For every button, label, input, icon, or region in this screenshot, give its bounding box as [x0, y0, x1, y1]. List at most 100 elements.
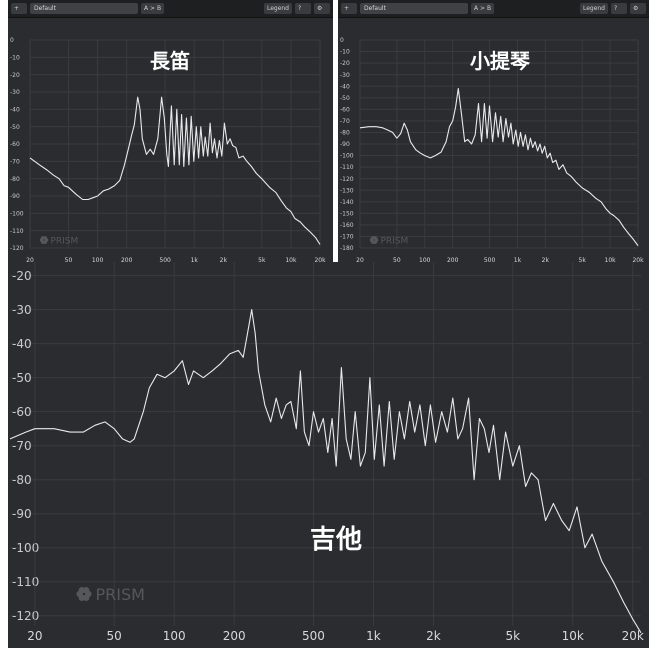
- x-tick-label: 5k: [258, 257, 266, 264]
- prism-watermark: PRISM: [50, 236, 78, 246]
- y-tick-label: -60: [12, 405, 32, 419]
- x-tick-label: 1k: [191, 257, 199, 264]
- y-tick-label: -50: [12, 371, 32, 385]
- prism-logo-icon: [369, 236, 379, 244]
- y-tick-label: -40: [10, 106, 20, 113]
- flute-legend-button[interactable]: Legend: [263, 3, 292, 14]
- add-icon[interactable]: +: [11, 3, 27, 14]
- x-tick-label: 500: [302, 629, 325, 643]
- y-tick-label: -30: [340, 72, 350, 79]
- y-tick-label: 0: [10, 37, 14, 44]
- violin-legend-button[interactable]: Legend: [579, 3, 608, 14]
- y-tick-label: -70: [340, 118, 350, 125]
- y-tick-label: -70: [12, 439, 32, 453]
- x-tick-label: 200: [121, 257, 133, 264]
- x-tick-label: 2k: [220, 257, 228, 264]
- y-tick-label: -80: [10, 176, 20, 183]
- x-tick-label: 10k: [285, 257, 297, 264]
- y-tick-label: -170: [340, 234, 354, 241]
- x-tick-label: 500: [159, 257, 171, 264]
- y-tick-label: -160: [340, 222, 354, 229]
- y-tick-label: -20: [10, 72, 20, 79]
- x-tick-label: 200: [223, 629, 246, 643]
- y-tick-label: -120: [340, 176, 354, 183]
- y-tick-label: -80: [340, 130, 350, 137]
- x-tick-label: 20: [26, 257, 34, 264]
- flute-preset-dropdown[interactable]: Default: [30, 3, 138, 14]
- y-tick-label: -130: [340, 187, 354, 194]
- x-tick-label: 20: [27, 629, 42, 643]
- x-tick-label: 50: [393, 257, 401, 264]
- x-tick-label: 500: [484, 257, 496, 264]
- spectrum-curve: [359, 87, 639, 247]
- y-tick-label: -120: [10, 245, 24, 252]
- prism-logo-icon: [76, 587, 92, 601]
- y-tick-label: -50: [340, 95, 350, 102]
- x-tick-label: 20: [356, 257, 364, 264]
- y-tick-label: -100: [12, 541, 39, 555]
- flute-chart: 0 -10 -20 -30 -40 -50 -60 -70 -80 -90 -100 -110 -120…: [10, 37, 326, 264]
- chart-title: 長笛: [150, 49, 190, 73]
- chart-title: 小提琴: [470, 49, 531, 73]
- x-tick-label: 10k: [605, 257, 617, 264]
- y-tick-label: -100: [10, 210, 24, 217]
- y-tick-label: -90: [340, 141, 350, 148]
- help-icon[interactable]: ?: [611, 3, 627, 14]
- y-tick-label: -20: [12, 269, 32, 283]
- add-icon[interactable]: +: [341, 3, 357, 14]
- x-tick-label: 5k: [579, 257, 587, 264]
- x-tick-label: 200: [447, 257, 459, 264]
- x-tick-label: 20k: [632, 257, 644, 264]
- y-tick-label: -150: [340, 210, 354, 217]
- settings-icon[interactable]: ⚙: [630, 3, 646, 14]
- x-tick-label: 20k: [622, 629, 644, 643]
- prism-watermark: PRISM: [380, 236, 408, 246]
- violin-chart: 0 -10 -20 -30 -40 -50 -60 -70 -80 -90 -100 -110 -120…: [340, 37, 644, 264]
- flute-ab-button[interactable]: A > B: [141, 3, 165, 14]
- x-tick-label: 100: [419, 257, 431, 264]
- y-tick-label: -90: [12, 507, 32, 521]
- spectrum-curve: [29, 96, 321, 245]
- help-icon[interactable]: ?: [295, 3, 311, 14]
- prism-logo-icon: [39, 236, 49, 244]
- x-tick-label: 1k: [514, 257, 522, 264]
- y-tick-label: -20: [340, 60, 350, 67]
- y-tick-label: -110: [12, 575, 39, 589]
- y-tick-label: 0: [340, 37, 344, 44]
- x-tick-label: 50: [65, 257, 73, 264]
- x-tick-label: 50: [107, 629, 122, 643]
- settings-icon[interactable]: ⚙: [314, 3, 330, 14]
- violin-ab-button[interactable]: A > B: [471, 3, 495, 14]
- y-tick-label: -10: [10, 54, 20, 61]
- chart-title: 吉他: [310, 525, 362, 555]
- y-tick-label: -60: [340, 106, 350, 113]
- x-tick-label: 100: [163, 629, 186, 643]
- y-tick-label: -40: [340, 83, 350, 90]
- y-tick-label: -50: [10, 124, 20, 131]
- y-tick-label: -40: [12, 337, 32, 351]
- y-tick-label: -110: [340, 164, 354, 171]
- y-tick-label: -180: [340, 245, 354, 252]
- y-tick-label: -100: [340, 153, 354, 160]
- y-tick-label: -10: [340, 49, 350, 56]
- prism-logo-petal: [373, 236, 378, 240]
- y-tick-label: -30: [12, 303, 32, 317]
- flute-spectrum-panel: + Default A > B Legend ? ⚙ 0 -10 -20 -30 -40…: [8, 0, 333, 268]
- prism-logo-petal: [43, 236, 48, 240]
- guitar-chart: -20 -30 -40 -50 -60 -70 -80 -90 -100 -110 -120 20 50…: [9, 262, 644, 643]
- x-tick-label: 100: [92, 257, 104, 264]
- y-tick-label: -140: [340, 199, 354, 206]
- prism-watermark: PRISM: [96, 585, 145, 604]
- violin-toolbar: + Default A > B Legend ? ⚙: [338, 0, 649, 18]
- x-tick-label: 10k: [562, 629, 584, 643]
- y-tick-label: -60: [10, 141, 20, 148]
- x-tick-label: 20k: [314, 257, 326, 264]
- y-tick-label: -110: [10, 228, 24, 235]
- x-tick-label: 1k: [366, 629, 381, 643]
- y-tick-label: -120: [12, 609, 39, 623]
- y-tick-label: -70: [10, 158, 20, 165]
- y-tick-label: -80: [12, 473, 32, 487]
- violin-preset-dropdown[interactable]: Default: [360, 3, 468, 14]
- violin-spectrum-panel: + Default A > B Legend ? ⚙ 0 -10 -20 -30 -40…: [338, 0, 649, 268]
- flute-toolbar: + Default A > B Legend ? ⚙: [8, 0, 333, 18]
